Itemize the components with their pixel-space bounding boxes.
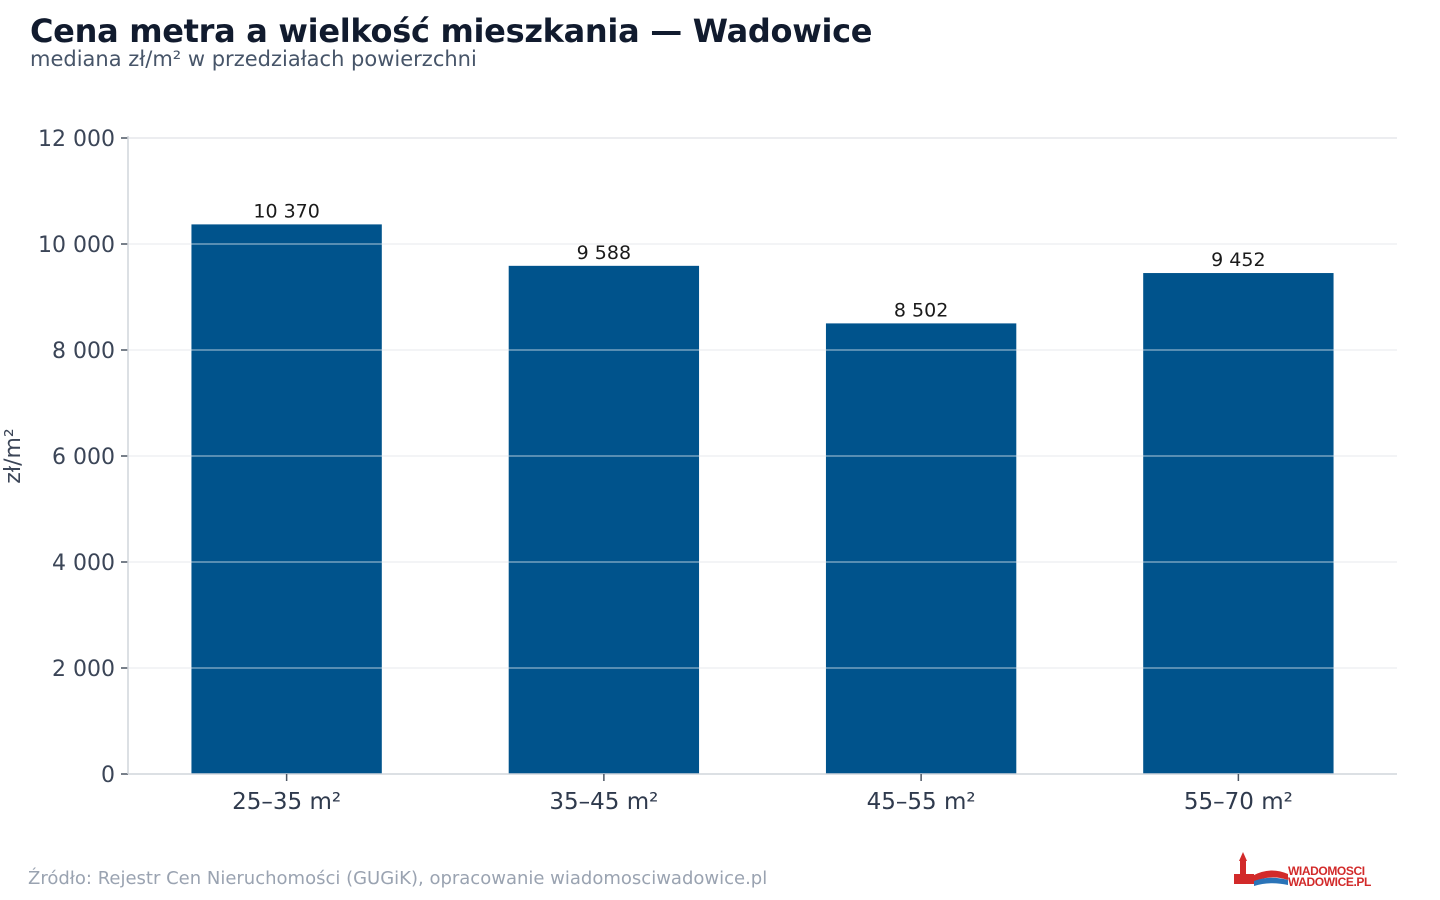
y-tick-label: 6 000 (52, 445, 115, 470)
axes (121, 136, 1397, 781)
x-tick-label: 25–35 m² (232, 789, 341, 815)
y-tick-label: 4 000 (52, 551, 115, 576)
labels: 0 2 000 4 000 6 000 8 000 10 000 12 000 10 370 2… (1, 127, 1293, 815)
y-tick-label: 10 000 (38, 233, 115, 258)
y-axis-label: zł/m² (1, 428, 26, 483)
bar-value-label: 9 588 (577, 242, 631, 264)
bar (508, 265, 700, 774)
logo-text-line2: WADOWICE.PL (1288, 875, 1371, 889)
logo-text-line1: WIADOMOSCI (1288, 864, 1365, 878)
chart-subtitle: mediana zł/m² w przedziałach powierzchni (30, 47, 477, 71)
y-tick-label: 8 000 (52, 339, 115, 364)
bar (1143, 273, 1334, 774)
chart-title: Cena metra a wielkość mieszkania — Wadow… (30, 12, 873, 50)
source-note: Źródło: Rejestr Cen Nieruchomości (GUGiK… (28, 868, 768, 889)
bars (128, 224, 1397, 774)
bar (825, 323, 1017, 774)
wiadomosci-wadowice-logo[interactable]: WIADOMOSCI WADOWICE.PL (1230, 852, 1412, 890)
bar (191, 224, 382, 774)
y-tick-label: 0 (101, 763, 115, 788)
x-tick-label: 55–70 m² (1184, 789, 1293, 815)
y-tick-label: 12 000 (38, 127, 115, 152)
x-tick-label: 45–55 m² (867, 789, 976, 815)
church-icon (1234, 852, 1288, 886)
bar-value-label: 9 452 (1211, 249, 1265, 271)
y-tick-label: 2 000 (52, 657, 115, 682)
bar-value-label: 10 370 (253, 200, 319, 222)
x-tick-label: 35–45 m² (549, 789, 658, 815)
bar-value-label: 8 502 (894, 299, 948, 321)
